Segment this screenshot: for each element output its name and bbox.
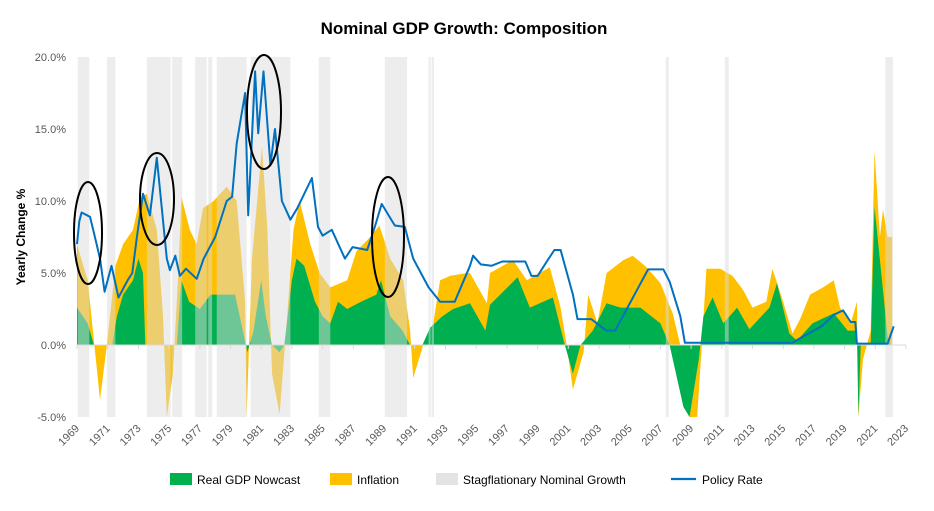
annotations-layer [73,54,405,298]
x-tick-label: 1997 [486,423,512,449]
stagflation-band [724,57,729,417]
chart-title: Nominal GDP Growth: Composition [321,19,608,38]
stagflation-band [428,57,431,417]
stagflation-band [106,57,116,417]
policy-rate-line [76,70,895,345]
stagflation-band [172,57,183,417]
x-tick-label: 1985 [302,423,328,449]
legend-swatch-stagflation [436,473,458,485]
highlight-ellipse [246,54,282,170]
x-tick-label: 1993 [425,423,451,449]
x-tick-label: 2009 [670,423,696,449]
stagflation-band [384,57,408,417]
x-tick-label: 2011 [702,423,727,448]
x-tick-label: 2019 [824,423,850,449]
x-tick-label: 1995 [455,423,481,449]
x-tick-label: 1989 [363,423,389,449]
y-tick-label: 0.0% [41,340,66,352]
x-tick-label: 1979 [210,423,236,449]
highlight-ellipse [371,176,405,298]
y-tick-label: 10.0% [35,196,66,208]
stagflation-band [665,57,669,417]
x-tick-label: 2007 [640,423,666,449]
y-tick-label: -5.0% [37,412,66,424]
legend-label-inflation: Inflation [357,473,399,487]
y-axis-label: Yearly Change % [14,188,28,285]
x-tick-label: 1987 [333,423,359,449]
highlight-ellipse [139,152,175,246]
x-tick-label: 2015 [763,423,789,449]
x-tick-label: 1999 [517,423,543,449]
legend-swatch-real-gdp [170,473,192,485]
stagflation-band [195,57,207,417]
legend-label-real-gdp: Real GDP Nowcast [197,473,301,487]
stagflation-bands-layer [77,57,893,417]
x-tick-label: 1973 [118,423,144,449]
stagflation-band [208,57,213,417]
legend: Real GDP Nowcast Inflation Stagflationar… [170,473,763,487]
x-tick-label: 1975 [148,423,174,449]
x-tick-label: 1981 [241,423,267,449]
x-tick-label: 1977 [179,423,205,449]
stagflation-band [885,57,893,417]
x-tick-label: 2023 [885,423,911,449]
x-tick-label: 2021 [855,423,881,449]
x-tick-label: 2017 [793,423,819,449]
highlight-ellipse [73,181,103,285]
lines-layer [76,70,895,345]
y-tick-label: 5.0% [41,268,66,280]
x-tick-label: 2003 [578,423,604,449]
y-tick-label: 20.0% [35,52,66,64]
stagflation-band [431,57,434,417]
legend-label-stagflation: Stagflationary Nominal Growth [463,473,626,487]
x-tick-label: 2001 [548,423,574,449]
legend-label-policy-rate: Policy Rate [702,473,763,487]
x-tick-label: 1971 [87,423,113,449]
x-tick-label: 2005 [609,423,635,449]
real-gdp-area [77,206,891,417]
stagflation-band [146,57,171,417]
legend-swatch-inflation [330,473,352,485]
x-tick-label: 1969 [56,423,82,449]
x-tick-label: 1983 [271,423,297,449]
y-tick-label: 15.0% [35,124,66,136]
x-tick-label: 1991 [394,423,420,449]
x-tick-label: 2013 [732,423,758,449]
stagflation-band [77,57,90,417]
stagflation-band [318,57,331,417]
